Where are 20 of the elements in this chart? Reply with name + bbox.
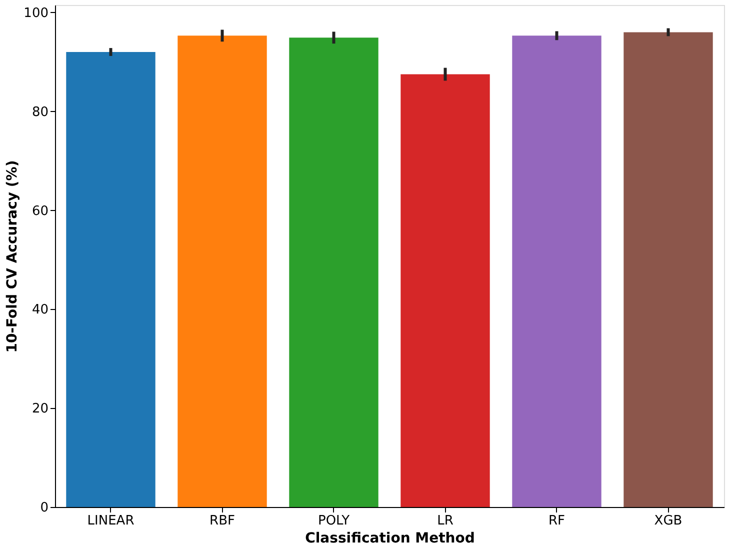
bar xyxy=(178,36,267,507)
bar xyxy=(66,52,156,507)
x-tick-label: LR xyxy=(437,514,454,528)
y-tick-label: 60 xyxy=(32,204,48,219)
x-tick-label: RBF xyxy=(210,514,235,528)
y-axis-title: 10-Fold CV Accuracy (%) xyxy=(4,160,21,353)
bar xyxy=(400,74,490,507)
y-tick-label: 40 xyxy=(32,302,48,318)
bar xyxy=(624,32,713,507)
y-tick-label: 80 xyxy=(32,104,48,120)
x-tick-label: RF xyxy=(548,514,566,528)
y-tick-label: 20 xyxy=(32,402,48,417)
x-tick-label: POLY xyxy=(318,514,350,528)
bar xyxy=(289,38,378,507)
y-tick-label: 0 xyxy=(40,500,48,516)
x-tick-label: XGB xyxy=(654,514,682,528)
x-axis-title: Classification Method xyxy=(305,530,475,546)
y-tick-label: 100 xyxy=(24,6,48,21)
x-tick-label: LINEAR xyxy=(87,514,134,528)
bar xyxy=(512,36,602,507)
